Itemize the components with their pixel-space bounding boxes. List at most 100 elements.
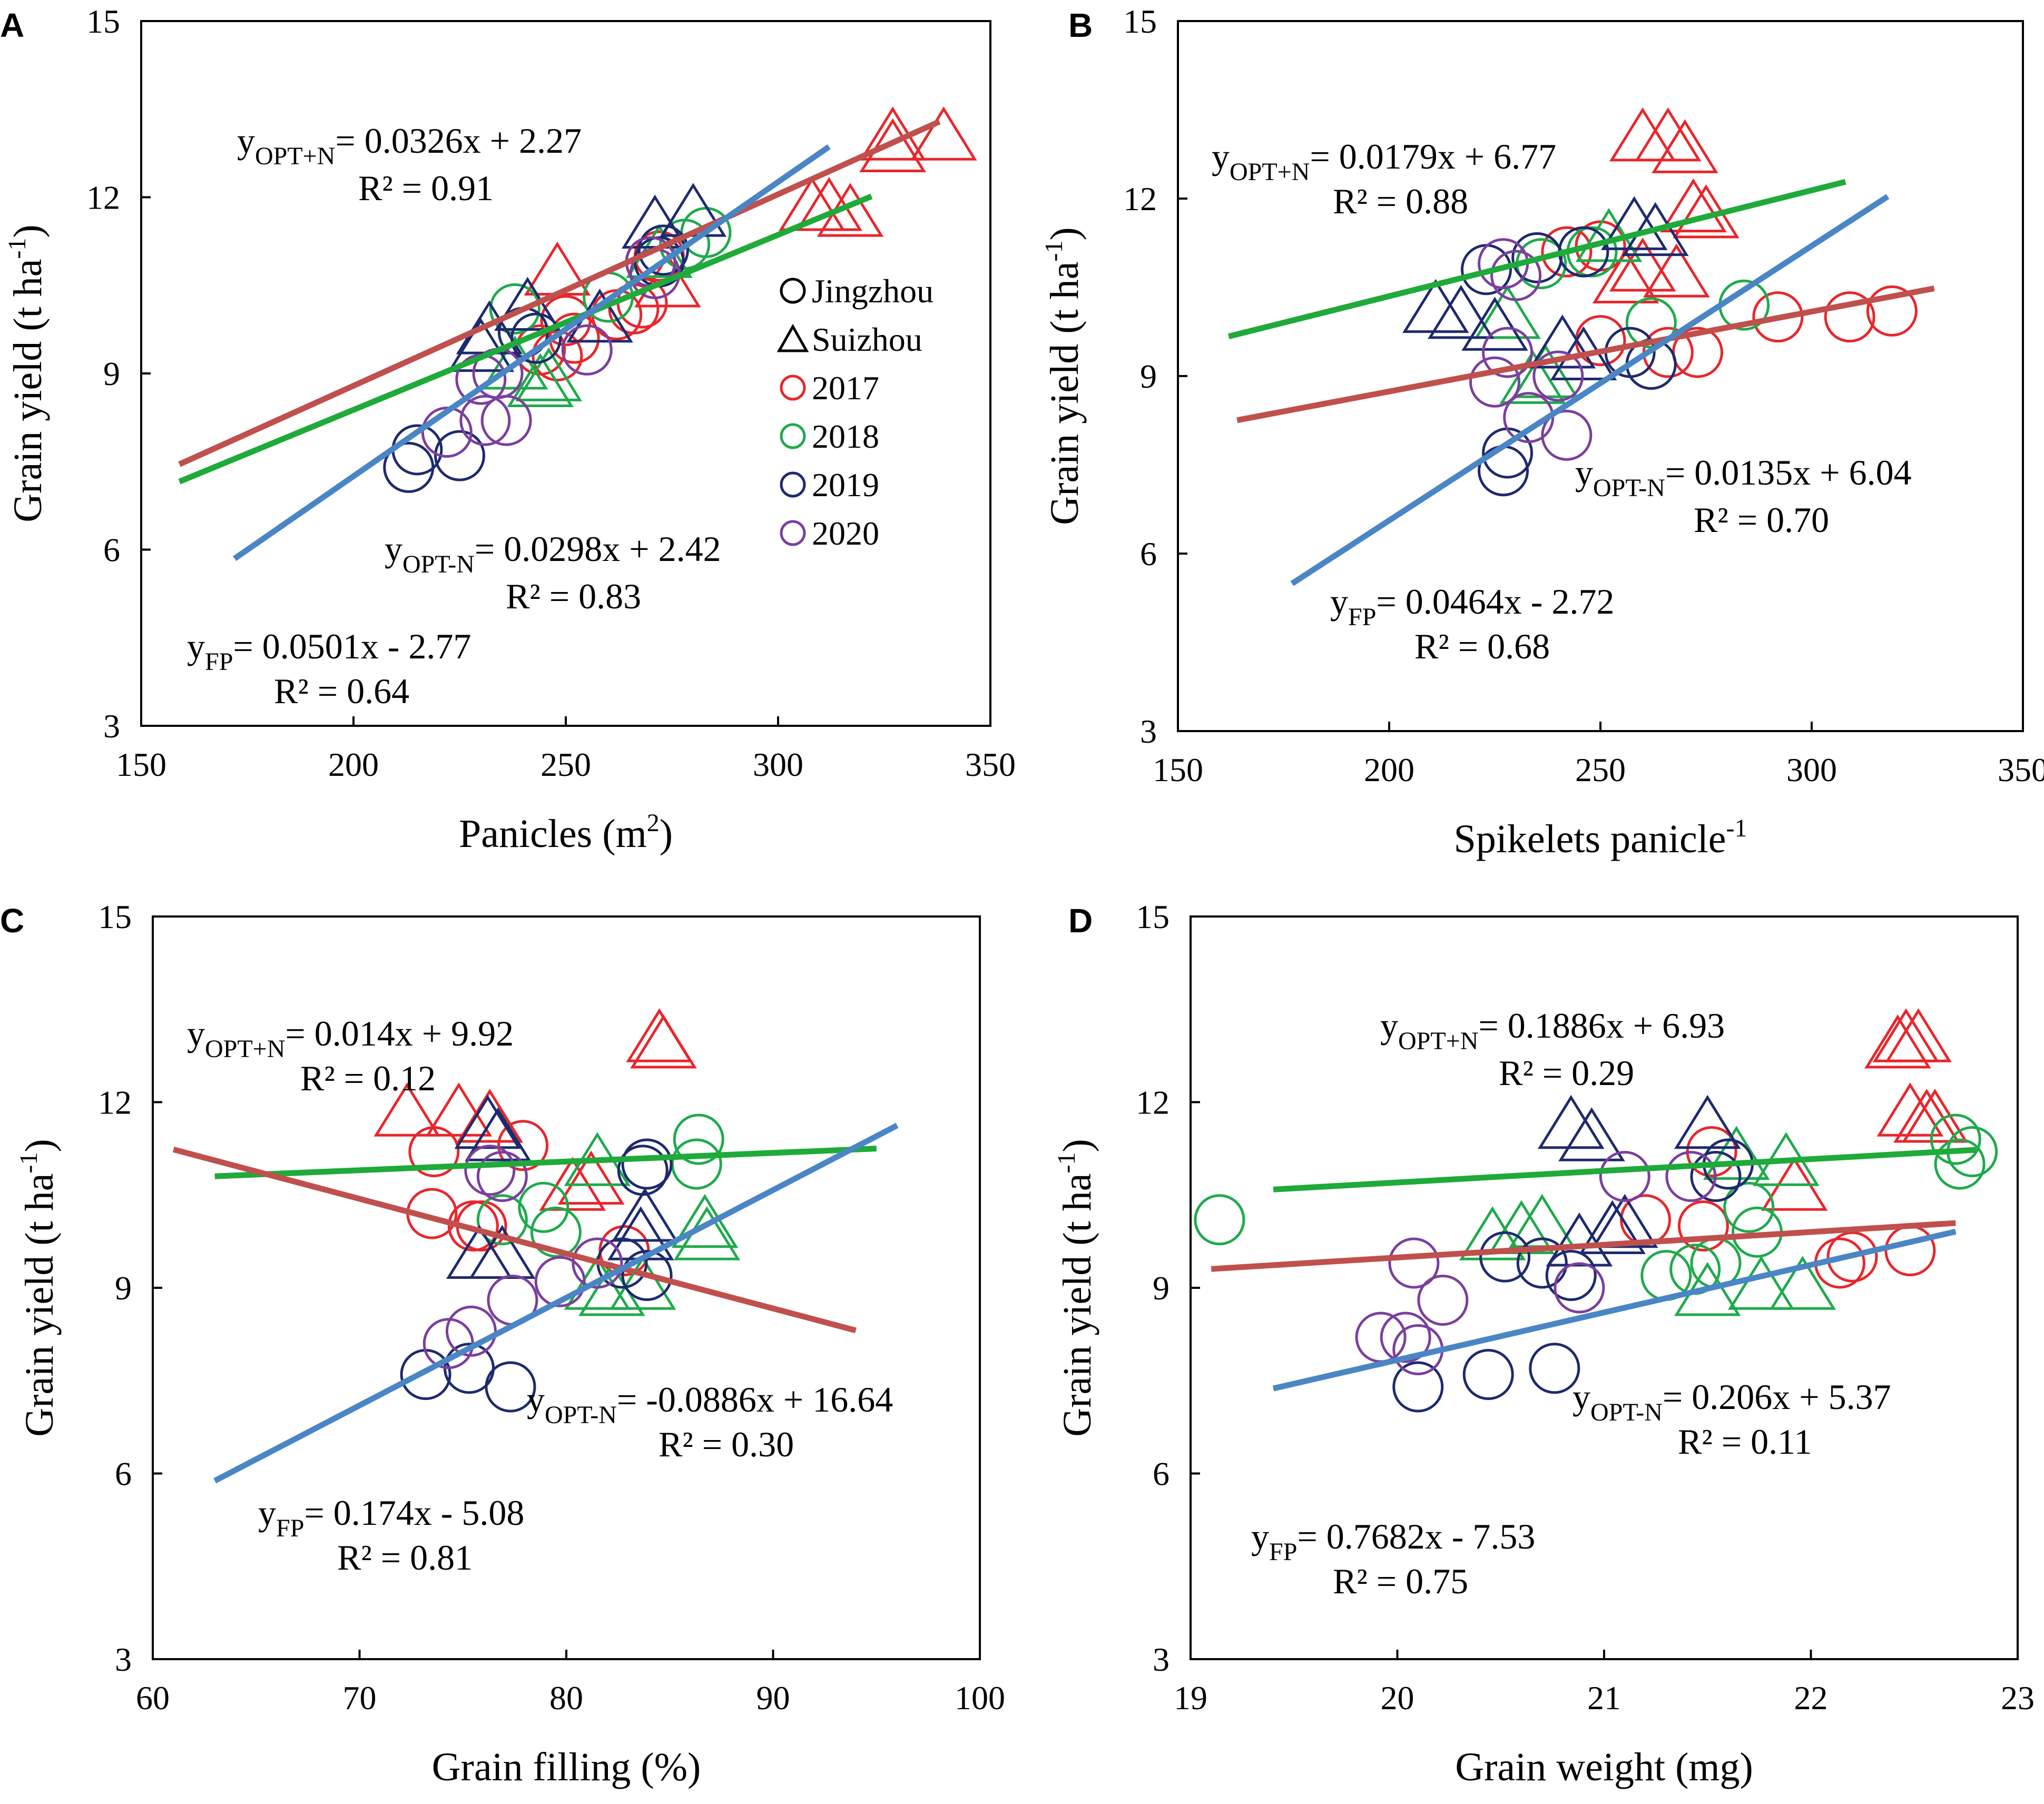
x-tick-label: 200 <box>328 746 379 783</box>
x-tick-label: 350 <box>965 746 1016 783</box>
y-tick-label: 6 <box>115 1455 132 1493</box>
data-point-suizhou-2017 <box>910 106 977 161</box>
data-point-jingzhou-2020 <box>534 1256 586 1307</box>
y-tick-label: 9 <box>1140 358 1157 395</box>
data-point-jingzhou-2020 <box>572 1237 623 1289</box>
data-point-jingzhou-2019 <box>485 1361 536 1413</box>
legend-circle-icon <box>780 374 806 401</box>
regression-line-optminusn <box>1236 285 1935 423</box>
equation-label: yFP= 0.0464x - 2.72 <box>1330 581 1614 631</box>
data-point-suizhou-2017 <box>1609 238 1676 292</box>
data-point-suizhou-2019 <box>447 318 515 372</box>
data-point-suizhou-2019 <box>1674 1095 1741 1149</box>
y-axis-label: Grain yield (t ha-1) <box>1040 227 1087 525</box>
y-tick-label: 12 <box>86 179 120 216</box>
x-tick-label: 300 <box>1786 751 1837 788</box>
data-point-suizhou-2019 <box>1461 297 1528 351</box>
regression-line-fp <box>213 1122 899 1484</box>
data-point-jingzhou-2020 <box>1490 250 1542 301</box>
data-point-suizhou-2019 <box>611 1187 679 1242</box>
data-point-suizhou-2019 <box>1600 196 1668 250</box>
x-tick-label: 250 <box>1575 751 1626 788</box>
data-point-jingzhou-2019 <box>1479 1231 1531 1283</box>
data-point-jingzhou-2019 <box>1516 1237 1568 1289</box>
data-point-jingzhou-2020 <box>1665 1151 1717 1202</box>
x-tick-label: 100 <box>955 1679 1005 1717</box>
equation-label: yOPT+N= 0.0326x + 2.27 <box>237 121 582 170</box>
equation-label: yFP= 0.7682x - 7.53 <box>1251 1516 1535 1566</box>
data-point-suizhou-2018 <box>564 1256 631 1310</box>
data-point-suizhou-2019 <box>1428 284 1495 339</box>
data-point-jingzhou-2017 <box>1824 291 1875 343</box>
y-tick-label: 15 <box>1136 898 1170 935</box>
data-point-jingzhou-2018 <box>518 1181 569 1233</box>
data-point-suizhou-2017 <box>1635 107 1702 162</box>
panel-b: B 150 200 250 300 350 3 6 9 12 15 Spikelets panicle… <box>1040 3 2044 861</box>
x-tick-label: 19 <box>1174 1679 1207 1717</box>
panel-c: C 60 70 80 90 100 3 6 9 12 15 Grain filling (%) Grai… <box>0 898 1005 1789</box>
r-squared-label: R² = 0.11 <box>1678 1422 1812 1462</box>
data-point-jingzhou-2020 <box>561 324 613 376</box>
data-point-jingzhou-2018 <box>489 283 541 334</box>
r-squared-label: R² = 0.70 <box>1694 500 1829 540</box>
data-point-jingzhou-2019 <box>1690 1151 1742 1202</box>
data-point-suizhou-2018 <box>1769 1256 1836 1310</box>
data-point-jingzhou-2020 <box>1482 327 1534 378</box>
r-squared-label: R² = 0.68 <box>1414 626 1550 666</box>
data-point-suizhou-2017 <box>1652 119 1718 173</box>
data-point-suizhou-2017 <box>1885 1008 1952 1062</box>
data-point-jingzhou-2020 <box>1388 1237 1440 1289</box>
y-tick-label: 3 <box>1140 713 1157 750</box>
r-squared-label: R² = 0.12 <box>300 1058 436 1098</box>
data-point-suizhou-2019 <box>1529 314 1596 369</box>
regression-line-optplusn <box>214 1146 877 1179</box>
r-squared-label: R² = 0.30 <box>659 1424 794 1464</box>
plot-area <box>178 106 977 561</box>
x-tick-label: 90 <box>756 1679 790 1717</box>
x-tick-label: 23 <box>2001 1679 2035 1717</box>
r-squared-label: R² = 0.75 <box>1333 1561 1468 1601</box>
x-tick-label: 22 <box>1794 1679 1828 1717</box>
r-squared-label: R² = 0.83 <box>506 576 641 616</box>
x-tick-label: 250 <box>541 746 591 783</box>
y-tick-label: 9 <box>103 355 120 392</box>
x-axis-label: Grain filling (%) <box>432 1745 701 1789</box>
y-tick-label: 15 <box>86 3 120 40</box>
data-point-jingzhou-2020 <box>1417 1275 1469 1326</box>
data-point-suizhou-2017 <box>425 1082 493 1137</box>
plot-area <box>172 1008 899 1484</box>
r-squared-label: R² = 0.81 <box>337 1537 473 1578</box>
plot-area <box>1227 107 1935 586</box>
y-tick-label: 6 <box>103 531 120 569</box>
data-point-suizhou-2017 <box>557 1150 625 1205</box>
x-tick-label: 200 <box>1364 751 1414 788</box>
equation-label: yFP= 0.174x - 5.08 <box>258 1493 524 1542</box>
data-point-jingzhou-2019 <box>1462 1349 1514 1400</box>
x-tick-label: 300 <box>753 746 803 783</box>
data-point-suizhou-2017 <box>817 183 884 237</box>
data-point-jingzhou-2019 <box>617 1145 669 1196</box>
x-tick-label: 350 <box>1998 751 2044 788</box>
data-point-jingzhou-2019 <box>1545 1250 1597 1301</box>
equation-label: yOPT-N= -0.0886x + 16.64 <box>527 1379 893 1429</box>
regression-line-fp <box>1272 1228 1957 1392</box>
data-point-suizhou-2018 <box>1474 284 1541 339</box>
x-axis-label: Grain weight (mg) <box>1455 1745 1753 1789</box>
plot-frame <box>1177 20 2024 732</box>
equation-label: yOPT+N= 0.014x + 9.92 <box>187 1013 514 1063</box>
y-tick-label: 15 <box>98 898 132 935</box>
data-point-jingzhou-2018 <box>476 1194 528 1246</box>
equation-label: yOPT-N= 0.206x + 5.37 <box>1573 1377 1891 1426</box>
data-point-suizhou-2019 <box>494 277 561 331</box>
data-point-jingzhou-2019 <box>1392 1361 1444 1413</box>
data-point-jingzhou-2019 <box>621 1250 673 1301</box>
data-point-jingzhou-2020 <box>1541 409 1593 461</box>
data-point-jingzhou-2017 <box>1826 1231 1878 1283</box>
data-point-suizhou-2017 <box>1876 1082 1944 1137</box>
data-point-suizhou-2019 <box>454 1095 522 1149</box>
r-squared-label: R² = 0.29 <box>1499 1053 1634 1093</box>
x-tick-label: 20 <box>1381 1679 1414 1717</box>
data-point-jingzhou-2020 <box>1469 356 1520 408</box>
data-point-jingzhou-2017 <box>497 1120 549 1171</box>
y-axis-label: Grain yield (t ha-1) <box>15 1139 62 1436</box>
